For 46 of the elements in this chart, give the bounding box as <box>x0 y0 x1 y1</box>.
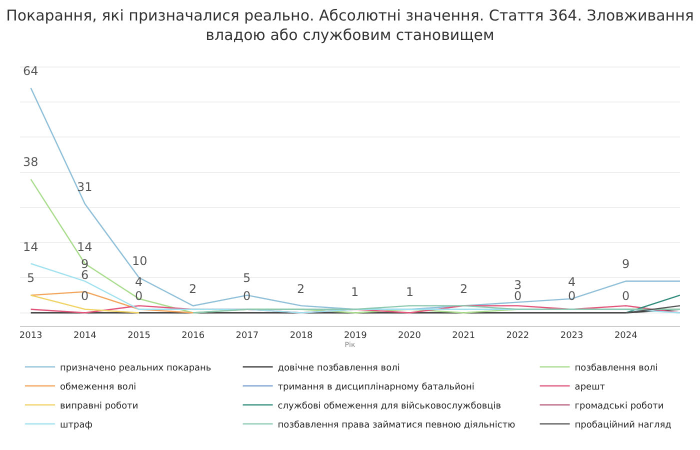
data-label: 14 <box>77 240 92 254</box>
data-label: 0 <box>514 289 522 303</box>
x-tick-label: 2020 <box>398 330 422 341</box>
data-label: 5 <box>243 271 251 285</box>
data-label: 31 <box>77 180 92 194</box>
legend-label: штраф <box>60 420 93 430</box>
data-label: 6 <box>81 268 89 282</box>
legend-label: позбавлення права займатися певною діяльністю <box>278 420 516 430</box>
x-tick-label: 2015 <box>128 330 150 341</box>
x-tick-label: 2021 <box>452 330 476 341</box>
data-label: 4 <box>568 275 576 289</box>
legend-label: пробаційний нагляд <box>574 420 672 430</box>
x-tick-label: 2024 <box>614 330 638 341</box>
legend-label: службові обмеження для військовослужбовців <box>278 401 502 412</box>
legend-label: довічне позбавлення волі <box>278 363 400 374</box>
chart-title: Покарання, які призначалися реально. Абсолютні значення. Стаття 364. Зловживання владою або службовим становищем <box>6 6 694 44</box>
data-label: 2 <box>297 282 305 296</box>
data-label: 1 <box>351 285 359 299</box>
legend-label: обмеження волі <box>60 382 136 392</box>
data-label: 2 <box>460 282 468 296</box>
x-tick-label: 2017 <box>236 330 259 341</box>
data-label: 9 <box>622 257 630 271</box>
legend-label: позбавлення волі <box>574 363 658 374</box>
legend-label: арешт <box>574 382 606 392</box>
data-label: 4 <box>135 275 143 289</box>
legend-label: тримання в дисциплінарному батальйоні <box>278 382 474 392</box>
legend-label: громадські роботи <box>574 401 664 412</box>
legend-label: призначено реальних покарань <box>60 363 212 374</box>
data-label: 0 <box>81 289 89 303</box>
legend-label: виправні роботи <box>60 401 138 412</box>
x-tick-label: 2019 <box>344 330 368 341</box>
data-label: 2 <box>189 282 197 296</box>
x-tick-label: 2013 <box>19 330 42 341</box>
data-label: 14 <box>23 240 38 254</box>
data-label: 38 <box>23 155 38 169</box>
data-label: 10 <box>132 254 148 268</box>
x-tick-label: 2014 <box>73 330 97 341</box>
data-label: 3 <box>514 278 522 292</box>
data-label: 64 <box>23 64 38 78</box>
x-tick-label: 2016 <box>182 330 205 341</box>
x-tick-label: 2018 <box>290 330 314 341</box>
data-label: 5 <box>27 271 35 285</box>
data-label: 0 <box>622 289 630 303</box>
x-tick-label: 2022 <box>506 330 530 341</box>
x-tick-label: 2023 <box>560 330 584 341</box>
data-label: 1 <box>406 285 414 299</box>
